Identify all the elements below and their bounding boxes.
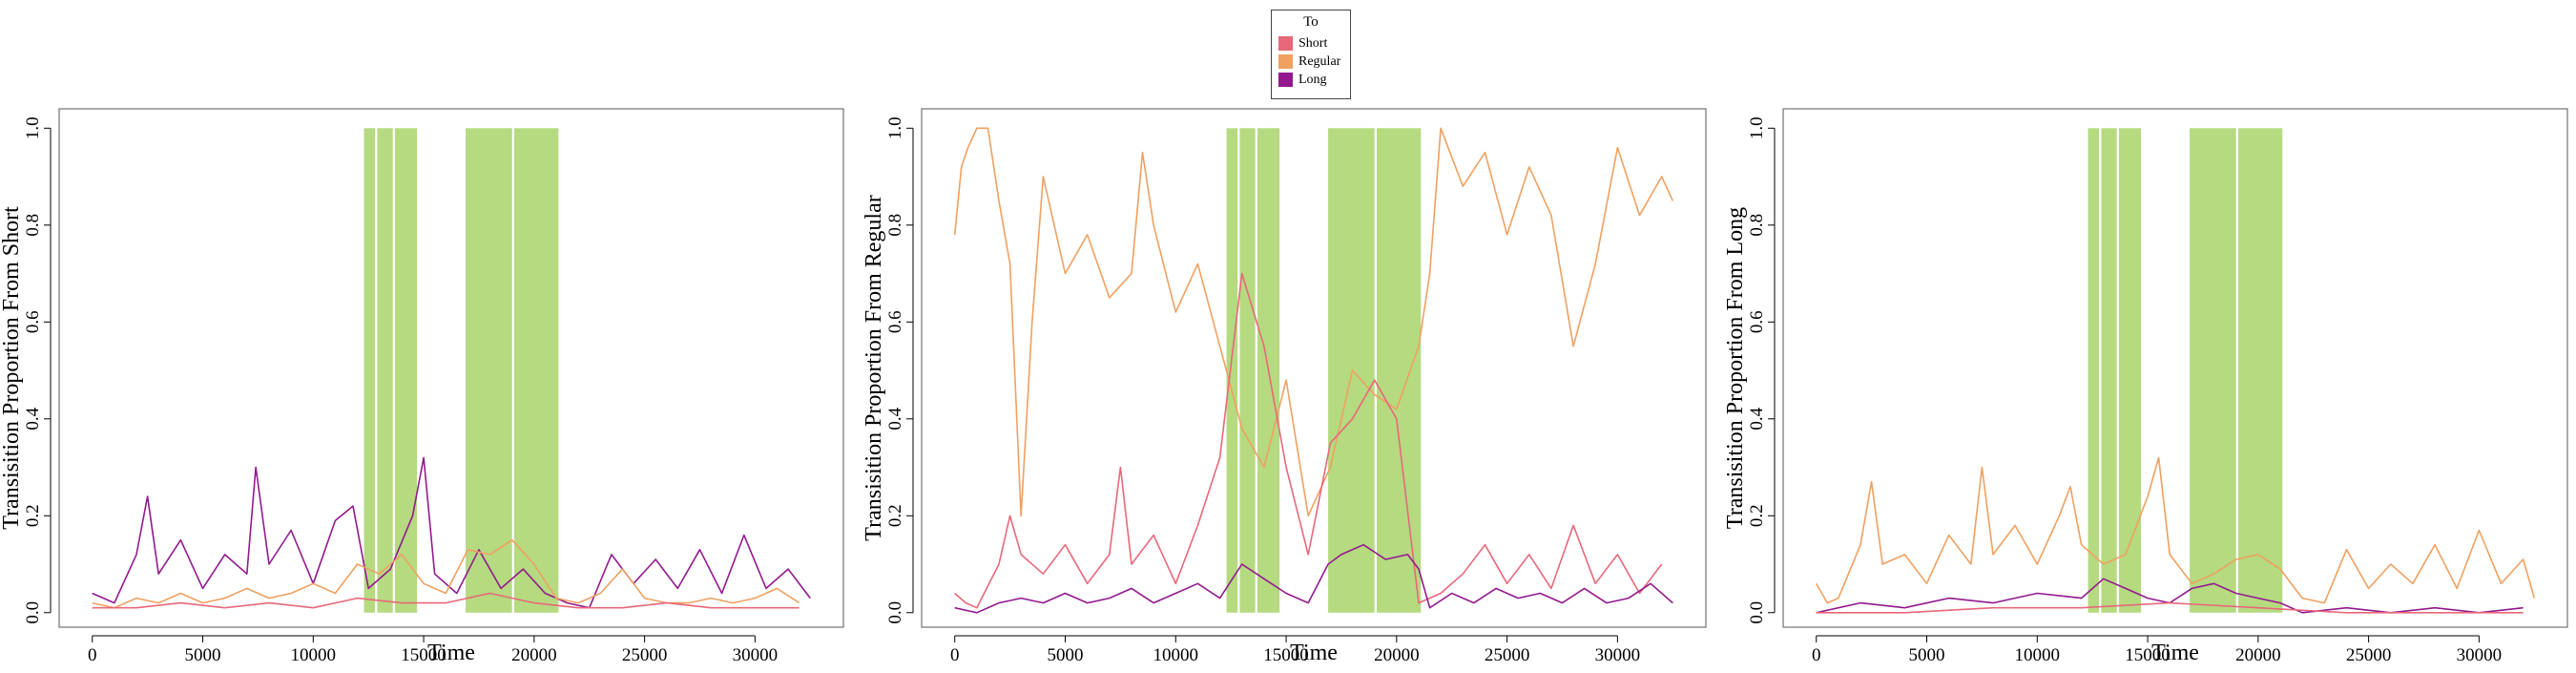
x-tick-label: 15000 (2125, 645, 2171, 665)
legend-swatch-short (1278, 36, 1293, 51)
x-tick-label: 0 (88, 645, 97, 665)
plot-frame (58, 108, 844, 628)
shaded-region-5 (1376, 128, 1422, 613)
x-tick-label: 5000 (1909, 645, 1945, 665)
shaded-region-3 (2118, 128, 2142, 613)
y-tick-label: 0.2 (885, 504, 905, 527)
x-tick-label: 10000 (2015, 645, 2061, 665)
shaded-region-5 (2237, 128, 2283, 613)
x-tick-label: 20000 (511, 645, 557, 665)
series-line-long (92, 456, 811, 609)
x-tick-label: 25000 (2346, 645, 2392, 665)
series-line-regular (953, 127, 1674, 517)
x-tick-label: 20000 (1374, 645, 1420, 665)
legend: To Short Regular Long (1271, 10, 1351, 99)
panel-2: 0 5000 10000 15000 20000 25000 30000 0.0 0.2 0.4 0… (862, 108, 1707, 665)
shaded-region-2 (2101, 128, 2117, 613)
x-tick-label: 5000 (185, 645, 221, 665)
x-tick-label: 30000 (1595, 645, 1641, 665)
panel-3: 0 5000 10000 15000 20000 25000 30000 0.0 0.2 0.4 0… (1723, 108, 2568, 665)
legend-label-long: Long (1298, 72, 1327, 87)
y-axis-title: Transisition Proportion From Short (0, 206, 24, 530)
shaded-region-1 (2088, 128, 2100, 613)
x-tick-label: 15000 (1263, 645, 1309, 665)
y-tick-label: 0.0 (885, 601, 905, 624)
x-tick-label: 15000 (401, 645, 447, 665)
x-axis-title: Time (427, 641, 475, 665)
y-tick-label: 1.0 (1747, 116, 1767, 139)
legend-item-short: Short (1278, 35, 1327, 52)
y-tick-label: 0.2 (23, 504, 43, 527)
legend-swatch-long (1278, 73, 1293, 87)
series-line-long (1816, 578, 2524, 614)
y-tick-label: 0.2 (1747, 504, 1767, 527)
series-line-short (92, 592, 800, 609)
y-tick-label: 0.0 (23, 601, 43, 624)
y-tick-label: 0.4 (885, 407, 905, 430)
x-axis-title: Time (1290, 641, 1338, 665)
shaded-region-1 (364, 128, 376, 613)
x-tick-label: 30000 (2457, 645, 2503, 665)
x-tick-label: 0 (1812, 645, 1821, 665)
y-axis-title: Transisition Proportion From Regular (862, 195, 886, 540)
y-tick-label: 0.6 (23, 310, 43, 333)
legend-item-regular: Regular (1278, 53, 1340, 70)
shaded-region-3 (394, 128, 418, 613)
y-tick-label: 0.8 (23, 214, 43, 237)
x-tick-label: 10000 (291, 645, 337, 665)
plot-frame (921, 108, 1707, 628)
legend-title: To (1303, 14, 1319, 30)
plot-frame (1782, 108, 2568, 628)
legend-label-short: Short (1298, 35, 1328, 51)
series-line-short (1816, 601, 2524, 614)
shaded-region-2 (377, 128, 393, 613)
y-tick-label: 0.4 (23, 407, 43, 430)
shaded-region-1 (1226, 128, 1238, 613)
legend-label-regular: Regular (1298, 53, 1341, 69)
x-tick-label: 25000 (622, 645, 668, 665)
x-tick-label: 0 (950, 645, 960, 665)
series-line-regular (1816, 456, 2536, 604)
shaded-region-4 (1328, 128, 1375, 613)
y-tick-label: 1.0 (885, 116, 905, 139)
x-axis-title: Time (2151, 641, 2199, 665)
series-line-regular (92, 538, 800, 609)
y-tick-label: 0.0 (1747, 601, 1767, 624)
legend-swatch-regular (1278, 54, 1293, 69)
x-tick-label: 25000 (1485, 645, 1530, 665)
shaded-region-4 (2190, 128, 2236, 613)
series-line-short (954, 272, 1663, 609)
x-tick-label: 20000 (2235, 645, 2281, 665)
y-tick-label: 0.8 (885, 214, 905, 237)
shaded-region-4 (466, 128, 512, 613)
y-tick-label: 0.6 (885, 310, 905, 333)
series-line-long (954, 543, 1673, 614)
y-tick-label: 1.0 (23, 116, 43, 139)
y-tick-label: 0.8 (1747, 214, 1767, 237)
x-tick-label: 10000 (1153, 645, 1199, 665)
x-tick-label: 5000 (1048, 645, 1084, 665)
shaded-region-5 (513, 128, 559, 613)
y-tick-label: 0.4 (1747, 407, 1767, 430)
x-tick-label: 30000 (733, 645, 779, 665)
y-axis-title: Transisition Proportion From Long (1723, 207, 1748, 529)
legend-item-long: Long (1278, 72, 1327, 88)
panel-1: 0 5000 10000 15000 20000 25000 30000 0.0 0.2 0.4 0… (0, 108, 844, 665)
shaded-region-2 (1239, 128, 1256, 613)
y-tick-label: 0.6 (1747, 310, 1767, 333)
